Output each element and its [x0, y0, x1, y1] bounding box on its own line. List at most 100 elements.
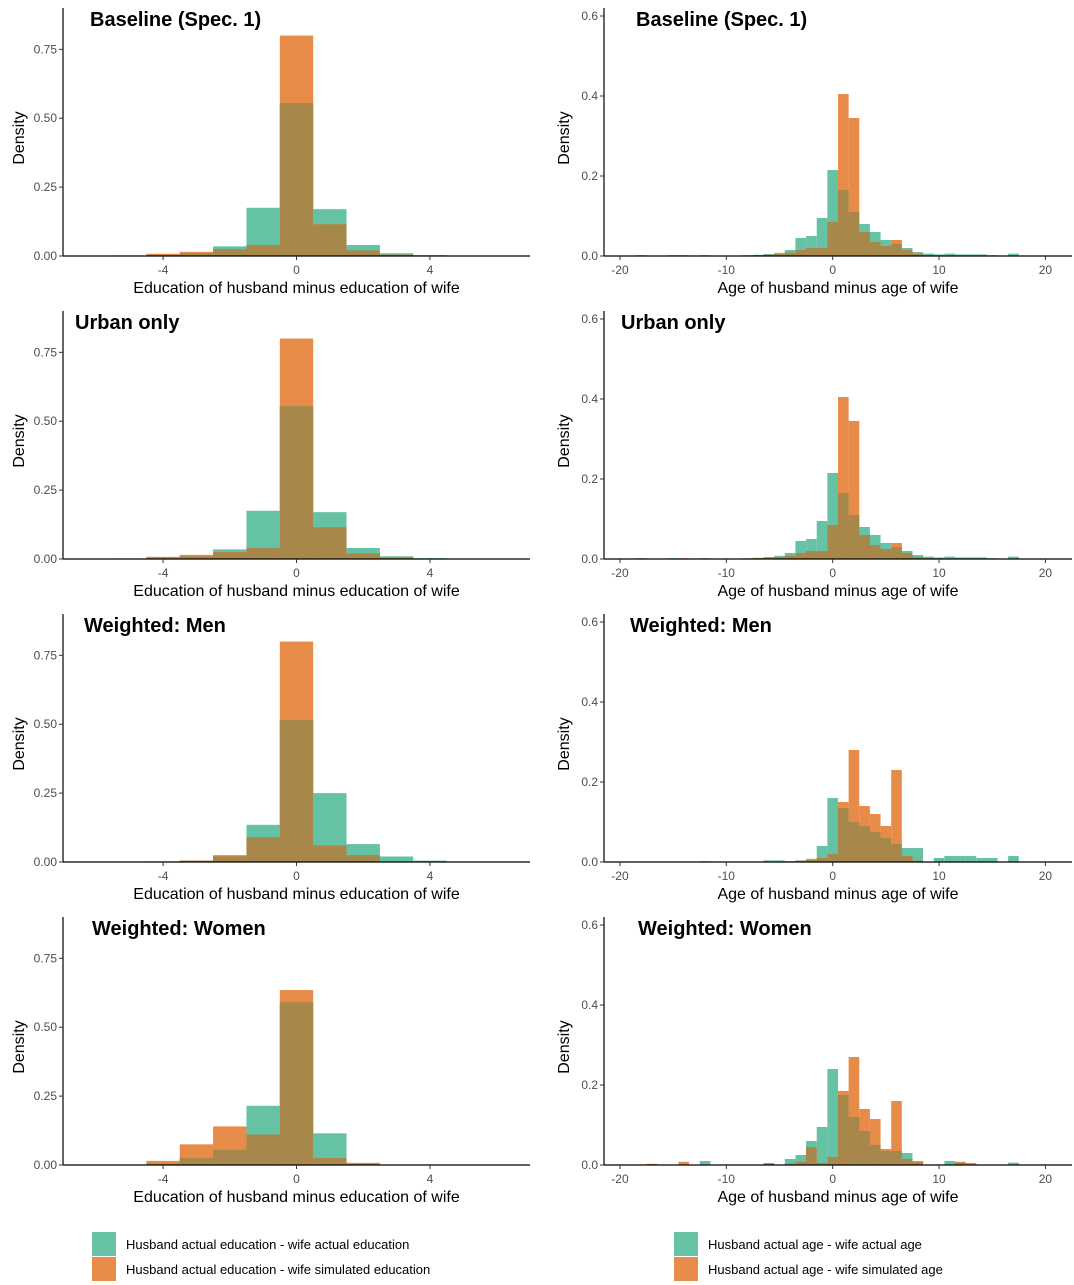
- histogram-bar-actual: [827, 1069, 838, 1165]
- histogram-bar-actual: [944, 556, 955, 559]
- histogram-panel-1: 0.00 0.25 0.50 0.75 -4 0 4 Education of husband…: [11, 8, 530, 297]
- histogram-bar-overlap: [955, 1162, 966, 1165]
- x-tick-label: 0: [293, 869, 300, 883]
- histogram-bar-simulated: [838, 397, 849, 559]
- x-tick-label: 20: [1039, 869, 1053, 883]
- histogram-bar-overlap: [774, 557, 785, 559]
- histogram-bar-overlap: [806, 860, 817, 862]
- histogram-bar-actual: [806, 539, 817, 559]
- histogram-bar-overlap: [279, 1002, 314, 1165]
- y-tick-label: 0.6: [581, 918, 598, 932]
- histogram-bar-overlap: [313, 1158, 347, 1165]
- legend-swatch-education-actual: [92, 1232, 116, 1256]
- y-tick-label: 0.75: [34, 42, 58, 56]
- panel-title: Weighted: Men: [630, 615, 772, 637]
- histogram-bar-actual: [933, 557, 945, 559]
- histogram-bar-overlap: [313, 527, 347, 559]
- histogram-bar-overlap: [848, 212, 860, 256]
- x-axis-title: Education of husband minus education of …: [133, 280, 460, 297]
- y-tick-label: 0.75: [34, 648, 58, 662]
- legend-label-age-actual: Husband actual age - wife actual age: [708, 1237, 922, 1252]
- x-tick-label: -4: [158, 263, 169, 277]
- histogram-bar-overlap: [859, 232, 870, 256]
- histogram-bar-overlap: [279, 103, 314, 256]
- histogram-bar-actual: [816, 846, 828, 862]
- histogram-bar-actual: [901, 848, 913, 862]
- histogram-bar-actual: [986, 858, 998, 862]
- histogram-bar-simulated: [848, 750, 860, 862]
- histogram-bar-actual: [816, 521, 828, 559]
- x-tick-label: -4: [158, 1172, 169, 1186]
- histogram-bar-overlap: [848, 822, 860, 862]
- y-tick-label: 0.50: [34, 717, 58, 731]
- histogram-bar-overlap: [795, 250, 807, 256]
- histogram-bar-actual: [965, 557, 977, 559]
- panel-title: Baseline (Spec. 1): [90, 9, 261, 31]
- histogram-bar-actual: [912, 848, 924, 862]
- histogram-bar-simulated: [848, 118, 860, 256]
- histogram-bar-actual: [955, 557, 966, 559]
- histogram-bar-overlap: [784, 252, 796, 256]
- panel-title: Weighted: Men: [84, 615, 226, 637]
- histogram-panel-3: 0.00 0.25 0.50 0.75 -4 0 4 Education of husband…: [11, 311, 530, 600]
- x-tick-label: -20: [611, 263, 629, 277]
- legend-swatch-education-simulated: [92, 1257, 116, 1281]
- x-tick-label: 20: [1039, 566, 1053, 580]
- y-tick-label: 0.4: [581, 998, 598, 1012]
- histogram-bar-overlap: [901, 250, 913, 256]
- histogram-bar-overlap: [869, 242, 881, 256]
- histogram-bar-actual: [976, 254, 987, 256]
- x-tick-label: -10: [718, 566, 736, 580]
- histogram-panel-5: 0.00 0.25 0.50 0.75 -4 0 4 Education of husband…: [11, 614, 530, 903]
- x-tick-label: -10: [718, 1172, 736, 1186]
- histogram-bar-overlap: [848, 515, 860, 559]
- histogram-bar-actual: [1008, 253, 1019, 256]
- x-axis-title: Education of husband minus education of …: [133, 1189, 460, 1206]
- histogram-bar-actual: [944, 856, 955, 862]
- histogram-bar-simulated: [891, 770, 902, 862]
- x-tick-label: -20: [611, 1172, 629, 1186]
- x-tick-label: 10: [932, 1172, 946, 1186]
- y-tick-label: 0.50: [34, 1020, 58, 1034]
- y-axis-title: Density: [11, 717, 28, 770]
- y-tick-label: 0.25: [34, 483, 58, 497]
- x-tick-label: 10: [932, 566, 946, 580]
- histogram-bar-actual: [933, 858, 945, 862]
- histogram-bar-overlap: [213, 856, 247, 862]
- histogram-bar-actual: [827, 798, 838, 862]
- histogram-bar-overlap: [213, 249, 247, 256]
- x-tick-label: 0: [293, 566, 300, 580]
- histogram-bar-overlap: [816, 1163, 828, 1165]
- histogram-bar-overlap: [880, 549, 892, 559]
- histogram-bar-simulated: [848, 421, 860, 559]
- histogram-bar-actual: [827, 473, 838, 559]
- x-tick-label: -4: [158, 869, 169, 883]
- y-tick-label: 0.0: [581, 1158, 598, 1172]
- histogram-bar-actual: [795, 238, 807, 256]
- y-tick-label: 0.2: [581, 472, 598, 486]
- histogram-bar-simulated: [965, 1163, 977, 1165]
- histogram-bar-actual: [413, 860, 447, 862]
- histogram-bar-simulated: [346, 1162, 380, 1165]
- x-tick-label: 0: [829, 1172, 836, 1186]
- histogram-panel-6: 0.0 0.2 0.4 0.6 -20 -10 0 10 20 Age of husband mi…: [556, 614, 1072, 903]
- histogram-bar-actual: [955, 856, 966, 862]
- y-tick-label: 0.6: [581, 9, 598, 23]
- y-tick-label: 0.25: [34, 180, 58, 194]
- histogram-bar-overlap: [891, 1151, 902, 1165]
- histogram-bar-simulated: [838, 94, 849, 256]
- histogram-bar-overlap: [869, 832, 881, 862]
- histogram-bar-overlap: [313, 224, 347, 256]
- histogram-bar-overlap: [838, 1095, 849, 1165]
- histogram-panel-7: 0.00 0.25 0.50 0.75 -4 0 4 Education of husband…: [11, 917, 530, 1206]
- histogram-bar-overlap: [827, 1157, 838, 1165]
- x-tick-label: 4: [427, 1172, 434, 1186]
- histogram-bar-overlap: [795, 1161, 807, 1165]
- histogram-bar-actual: [1008, 856, 1019, 862]
- histogram-bar-simulated: [146, 1160, 180, 1165]
- histogram-panel-8: 0.0 0.2 0.4 0.6 -20 -10 0 10 20 Age of husband mi…: [556, 917, 1072, 1206]
- x-tick-label: -10: [718, 263, 736, 277]
- x-axis-title: Age of husband minus age of wife: [717, 280, 958, 297]
- histogram-bar-overlap: [838, 493, 849, 559]
